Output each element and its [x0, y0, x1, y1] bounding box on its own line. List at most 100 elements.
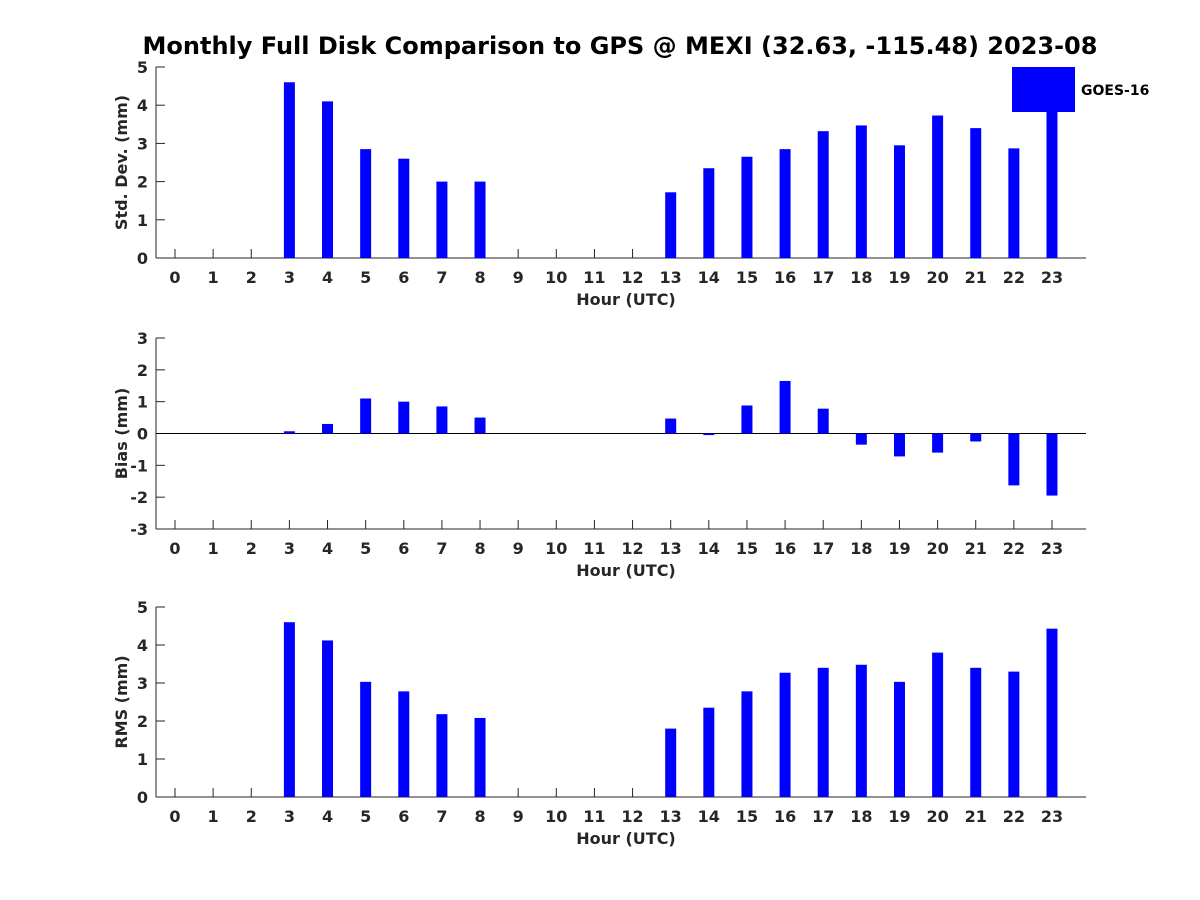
y-tick-label: 2	[137, 361, 148, 380]
bar-std-18	[855, 125, 867, 258]
x-tick-label: 9	[513, 268, 524, 287]
x-tick-label: 19	[888, 539, 910, 558]
bar-std-3	[283, 82, 295, 258]
bar-rms-16	[779, 672, 791, 797]
x-tick-label: 22	[1003, 539, 1025, 558]
x-tick-label: 1	[208, 268, 219, 287]
y-tick-label: 5	[137, 598, 148, 617]
bar-rms-22	[1008, 671, 1020, 797]
x-tick-label: 14	[698, 807, 720, 826]
x-tick-label: 23	[1041, 539, 1063, 558]
bar-bias-6	[398, 401, 410, 434]
y-tick-label: 5	[137, 58, 148, 77]
x-tick-label: 7	[436, 807, 447, 826]
x-tick-label: 15	[736, 807, 758, 826]
x-tick-label: 16	[774, 268, 796, 287]
y-axis-label: RMS (mm)	[112, 655, 131, 748]
x-tick-label: 11	[583, 539, 605, 558]
bar-std-22	[1008, 148, 1020, 258]
bar-rms-23	[1046, 628, 1058, 797]
legend-label: GOES-16	[1081, 83, 1149, 99]
bar-std-15	[741, 156, 753, 258]
y-tick-label: 0	[137, 425, 148, 444]
y-axis-label: Bias (mm)	[112, 388, 131, 480]
x-tick-label: 10	[545, 539, 567, 558]
bar-rms-20	[932, 652, 944, 797]
y-tick-label: 4	[137, 636, 148, 655]
x-tick-label: 5	[360, 268, 371, 287]
bar-rms-8	[474, 717, 486, 797]
x-tick-label: 20	[926, 807, 948, 826]
bar-bias-17	[817, 408, 829, 434]
x-tick-label: 11	[583, 807, 605, 826]
bar-bias-22	[1008, 433, 1020, 486]
bar-bias-21	[970, 433, 982, 442]
bar-rms-4	[322, 640, 334, 797]
x-tick-label: 8	[474, 268, 485, 287]
x-tick-label: 19	[888, 807, 910, 826]
bar-rms-13	[665, 728, 677, 797]
x-axis-label: Hour (UTC)	[576, 561, 676, 580]
bar-bias-19	[893, 433, 905, 457]
bar-rms-14	[703, 707, 715, 797]
y-tick-label: 4	[137, 96, 148, 115]
bar-bias-8	[474, 417, 486, 434]
bar-std-4	[322, 101, 334, 258]
bar-std-13	[665, 192, 677, 258]
x-tick-label: 0	[169, 539, 180, 558]
x-tick-label: 4	[322, 539, 333, 558]
x-tick-label: 20	[926, 539, 948, 558]
y-tick-label: -2	[130, 488, 148, 507]
bar-std-21	[970, 128, 982, 258]
bar-rms-15	[741, 691, 753, 797]
bar-bias-13	[665, 418, 677, 434]
x-tick-label: 18	[850, 807, 872, 826]
x-tick-label: 2	[246, 268, 257, 287]
bar-bias-7	[436, 406, 448, 434]
y-tick-label: 1	[137, 211, 148, 230]
bar-std-17	[817, 131, 829, 258]
bar-std-6	[398, 158, 410, 258]
bar-std-7	[436, 181, 448, 258]
x-tick-label: 17	[812, 807, 834, 826]
y-tick-label: 1	[137, 393, 148, 412]
bar-std-20	[932, 115, 944, 258]
x-tick-label: 2	[246, 539, 257, 558]
x-tick-label: 23	[1041, 807, 1063, 826]
bar-bias-23	[1046, 433, 1058, 496]
x-axis-label: Hour (UTC)	[576, 829, 676, 848]
x-tick-label: 10	[545, 268, 567, 287]
bar-bias-3	[283, 431, 295, 434]
x-tick-label: 0	[169, 268, 180, 287]
bar-std-14	[703, 168, 715, 258]
bar-rms-3	[283, 622, 295, 797]
x-tick-label: 11	[583, 268, 605, 287]
x-tick-label: 6	[398, 539, 409, 558]
x-tick-label: 3	[284, 807, 295, 826]
x-tick-label: 6	[398, 268, 409, 287]
x-tick-label: 21	[965, 268, 987, 287]
x-tick-label: 5	[360, 807, 371, 826]
bar-rms-21	[970, 667, 982, 797]
y-tick-label: -1	[130, 456, 148, 475]
bar-rms-19	[893, 681, 905, 797]
x-tick-label: 4	[322, 807, 333, 826]
x-tick-label: 13	[660, 807, 682, 826]
x-tick-label: 3	[284, 268, 295, 287]
x-axis-label: Hour (UTC)	[576, 290, 676, 309]
y-tick-label: 0	[137, 788, 148, 807]
y-tick-label: 0	[137, 249, 148, 268]
x-tick-label: 17	[812, 539, 834, 558]
x-tick-label: 9	[513, 807, 524, 826]
x-tick-label: 22	[1003, 807, 1025, 826]
x-tick-label: 18	[850, 539, 872, 558]
x-tick-label: 1	[208, 807, 219, 826]
bar-std-19	[893, 145, 905, 258]
bar-std-8	[474, 181, 486, 258]
bar-std-5	[360, 149, 372, 258]
bar-rms-7	[436, 714, 448, 797]
x-tick-label: 23	[1041, 268, 1063, 287]
